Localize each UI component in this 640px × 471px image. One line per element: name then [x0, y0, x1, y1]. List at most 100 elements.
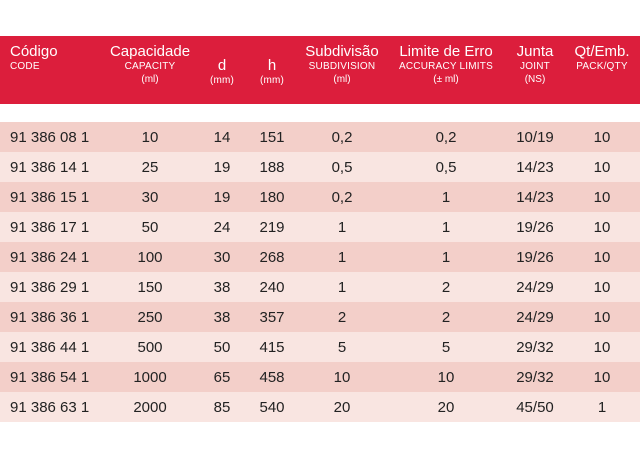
cell-capacity: 2000 [133, 399, 167, 416]
cell-code: 91 386 08 1 [10, 129, 90, 146]
cell-code: 91 386 63 1 [10, 399, 90, 416]
header-pack-qty-label: Qt/Emb. [574, 43, 630, 60]
cell-joint: 29/32 [516, 339, 554, 356]
header-accuracy-label: Limite de Erro [399, 43, 493, 60]
cell-capacity: 500 [137, 339, 163, 356]
cell-h: 415 [259, 339, 285, 356]
cell-accuracy: 1 [441, 249, 451, 266]
table-body: 91 386 08 1 10 14 151 0,2 0,2 10/19 10 9… [0, 122, 640, 422]
header-d-unit: (mm) [209, 75, 235, 86]
cell-subdivision: 0,5 [331, 159, 353, 176]
header-joint: Junta JOINT (NS) [506, 44, 564, 85]
header-d-label: d [217, 57, 227, 74]
header-joint-unit: (NS) [524, 74, 546, 85]
cell-h: 188 [259, 159, 285, 176]
cell-joint: 10/19 [516, 129, 554, 146]
table-row: 91 386 14 1 25 19 188 0,5 0,5 14/23 10 [0, 152, 640, 182]
cell-capacity: 25 [141, 159, 159, 176]
header-capacity-sublabel: CAPACITY [124, 61, 176, 72]
cell-pack-qty: 10 [593, 339, 611, 356]
cell-capacity: 250 [137, 309, 163, 326]
cell-d: 24 [213, 219, 231, 236]
cell-subdivision: 0,2 [331, 129, 353, 146]
table-row: 91 386 54 1 1000 65 458 10 10 29/32 10 [0, 362, 640, 392]
cell-pack-qty: 10 [593, 189, 611, 206]
cell-joint: 24/29 [516, 309, 554, 326]
header-subdivision-unit: (ml) [333, 74, 351, 85]
cell-accuracy: 5 [441, 339, 451, 356]
cell-subdivision: 5 [337, 339, 347, 356]
cell-h: 240 [259, 279, 285, 296]
cell-capacity: 150 [137, 279, 163, 296]
table-row: 91 386 17 1 50 24 219 1 1 19/26 10 [0, 212, 640, 242]
cell-d: 14 [213, 129, 231, 146]
header-code-label: Código [10, 43, 58, 60]
header-code: Código CODE [10, 44, 90, 72]
cell-capacity: 10 [141, 129, 159, 146]
table-row: 91 386 08 1 10 14 151 0,2 0,2 10/19 10 [0, 122, 640, 152]
cell-pack-qty: 10 [593, 369, 611, 386]
cell-pack-qty: 10 [593, 129, 611, 146]
table-row: 91 386 63 1 2000 85 540 20 20 45/50 1 [0, 392, 640, 422]
cell-accuracy: 20 [437, 399, 455, 416]
table-row: 91 386 15 1 30 19 180 0,2 1 14/23 10 [0, 182, 640, 212]
header-code-sublabel: CODE [10, 61, 40, 72]
cell-code: 91 386 44 1 [10, 339, 90, 356]
header-joint-label: Junta [516, 43, 554, 60]
cell-pack-qty: 10 [593, 159, 611, 176]
cell-subdivision: 2 [337, 309, 347, 326]
cell-pack-qty: 1 [597, 399, 607, 416]
cell-subdivision: 1 [337, 219, 347, 236]
table-row: 91 386 44 1 500 50 415 5 5 29/32 10 [0, 332, 640, 362]
header-h: h (mm) [252, 58, 292, 86]
cell-d: 65 [213, 369, 231, 386]
header-pack-qty: Qt/Emb. PACK/QTY [568, 44, 636, 72]
header-h-label: h [267, 57, 277, 74]
cell-code: 91 386 24 1 [10, 249, 90, 266]
cell-h: 357 [259, 309, 285, 326]
table-row: 91 386 24 1 100 30 268 1 1 19/26 10 [0, 242, 640, 272]
header-subdivision: Subdivisão SUBDIVISION (ml) [296, 44, 388, 85]
cell-subdivision: 1 [337, 249, 347, 266]
cell-joint: 29/32 [516, 369, 554, 386]
header-capacity-label: Capacidade [109, 43, 191, 60]
cell-accuracy: 10 [437, 369, 455, 386]
cell-joint: 24/29 [516, 279, 554, 296]
cell-subdivision: 0,2 [331, 189, 353, 206]
cell-d: 38 [213, 309, 231, 326]
table-header: Código CODE Capacidade CAPACITY (ml) d (… [0, 36, 640, 104]
cell-accuracy: 2 [441, 309, 451, 326]
cell-d: 85 [213, 399, 231, 416]
cell-d: 38 [213, 279, 231, 296]
cell-pack-qty: 10 [593, 219, 611, 236]
cell-subdivision: 20 [333, 399, 351, 416]
cell-d: 50 [213, 339, 231, 356]
header-capacity: Capacidade CAPACITY (ml) [100, 44, 200, 85]
cell-accuracy: 0,2 [435, 129, 457, 146]
header-subdivision-sublabel: SUBDIVISION [308, 61, 376, 72]
header-capacity-unit: (ml) [141, 74, 159, 85]
cell-d: 19 [213, 189, 231, 206]
cell-joint: 19/26 [516, 219, 554, 236]
cell-joint: 14/23 [516, 189, 554, 206]
cell-d: 19 [213, 159, 231, 176]
header-d: d (mm) [204, 58, 240, 86]
table-row: 91 386 29 1 150 38 240 1 2 24/29 10 [0, 272, 640, 302]
header-h-unit: (mm) [259, 75, 285, 86]
cell-pack-qty: 10 [593, 309, 611, 326]
cell-accuracy: 1 [441, 189, 451, 206]
cell-h: 540 [259, 399, 285, 416]
cell-code: 91 386 17 1 [10, 219, 90, 236]
cell-code: 91 386 15 1 [10, 189, 90, 206]
cell-joint: 14/23 [516, 159, 554, 176]
cell-code: 91 386 29 1 [10, 279, 90, 296]
header-joint-sublabel: JOINT [520, 61, 550, 72]
cell-h: 151 [259, 129, 285, 146]
cell-code: 91 386 36 1 [10, 309, 90, 326]
header-pack-qty-sublabel: PACK/QTY [576, 61, 628, 72]
cell-capacity: 30 [141, 189, 159, 206]
cell-h: 268 [259, 249, 285, 266]
cell-capacity: 50 [141, 219, 159, 236]
cell-capacity: 100 [137, 249, 163, 266]
